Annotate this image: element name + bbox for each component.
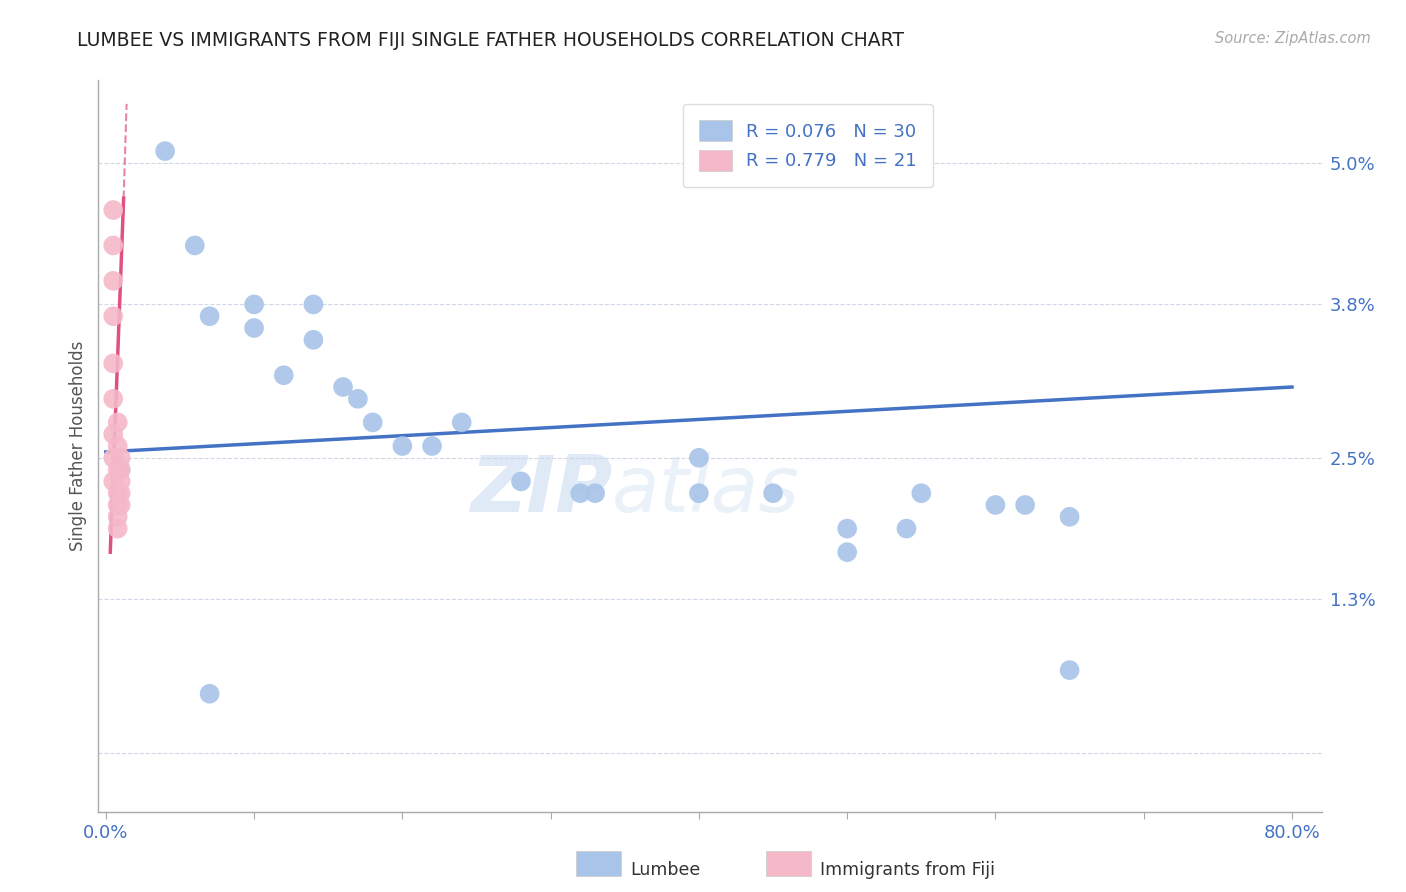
Point	[450, 416, 472, 430]
Point	[1014, 498, 1036, 512]
Point	[837, 545, 859, 559]
Point	[184, 238, 207, 252]
Text: Lumbee: Lumbee	[630, 861, 700, 879]
Point	[107, 522, 129, 536]
Point	[984, 498, 1007, 512]
Point	[107, 416, 129, 430]
Point	[110, 450, 132, 465]
Point	[583, 486, 606, 500]
Point	[302, 297, 325, 311]
Point	[198, 687, 221, 701]
Point	[198, 310, 221, 324]
Point	[837, 522, 859, 536]
Point	[103, 392, 125, 406]
Point	[103, 356, 125, 370]
Point	[510, 475, 533, 489]
Point	[273, 368, 295, 383]
Point	[153, 144, 176, 158]
Point	[1059, 663, 1081, 677]
Point	[107, 439, 129, 453]
Point	[762, 486, 785, 500]
Point	[569, 486, 592, 500]
Point	[103, 238, 125, 252]
Point	[110, 486, 132, 500]
Point	[243, 297, 266, 311]
Text: atlas: atlas	[612, 452, 800, 528]
Text: ZIP: ZIP	[470, 452, 612, 528]
Text: Source: ZipAtlas.com: Source: ZipAtlas.com	[1215, 31, 1371, 46]
Point	[103, 310, 125, 324]
Y-axis label: Single Father Households: Single Father Households	[69, 341, 87, 551]
Text: Immigrants from Fiji: Immigrants from Fiji	[820, 861, 994, 879]
Text: LUMBEE VS IMMIGRANTS FROM FIJI SINGLE FATHER HOUSEHOLDS CORRELATION CHART: LUMBEE VS IMMIGRANTS FROM FIJI SINGLE FA…	[77, 31, 904, 50]
Point	[1059, 509, 1081, 524]
Point	[107, 486, 129, 500]
Point	[361, 416, 384, 430]
Point	[110, 462, 132, 476]
Point	[110, 462, 132, 476]
Point	[420, 439, 443, 453]
Point	[347, 392, 370, 406]
Point	[688, 450, 710, 465]
Point	[910, 486, 932, 500]
Point	[103, 427, 125, 442]
Point	[103, 475, 125, 489]
Point	[332, 380, 354, 394]
Point	[107, 509, 129, 524]
Point	[110, 475, 132, 489]
Point	[302, 333, 325, 347]
Point	[103, 450, 125, 465]
Point	[103, 202, 125, 217]
Point	[391, 439, 413, 453]
Point	[688, 486, 710, 500]
Point	[243, 321, 266, 335]
Point	[107, 498, 129, 512]
Point	[896, 522, 918, 536]
Point	[107, 462, 129, 476]
Point	[103, 274, 125, 288]
Legend: R = 0.076   N = 30, R = 0.779   N = 21: R = 0.076 N = 30, R = 0.779 N = 21	[683, 104, 934, 187]
Point	[110, 498, 132, 512]
